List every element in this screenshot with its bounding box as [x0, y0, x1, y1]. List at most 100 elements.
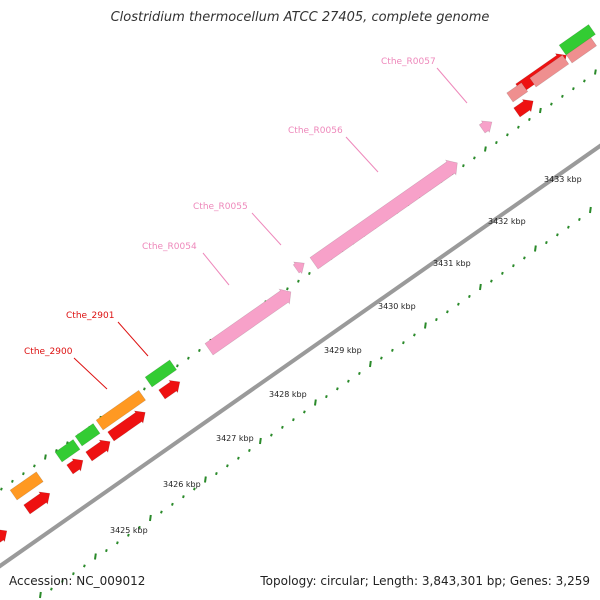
- gene-label-leader: [117, 321, 149, 357]
- track-dot: [143, 387, 146, 391]
- scale-tick-mark: [424, 322, 427, 329]
- track-dot: [286, 287, 289, 291]
- scale-tick-mark: [479, 283, 482, 291]
- track-dot: [66, 441, 69, 445]
- scale-tick-mark: [270, 433, 273, 437]
- scale-tick-label: 3426 kbp: [163, 480, 201, 489]
- track-dot: [44, 454, 47, 460]
- accession-text: Accession: NC_009012: [9, 574, 146, 588]
- track-dot: [583, 79, 586, 83]
- scale-tick-mark: [314, 399, 317, 406]
- scale-tick-mark: [556, 233, 559, 237]
- scale-tick-mark: [435, 317, 438, 322]
- track-dot: [33, 464, 36, 468]
- scale-tick-label: 3428 kbp: [269, 390, 307, 399]
- track-dot: [11, 479, 14, 483]
- track-dot: [484, 146, 487, 152]
- genome-backbone: [0, 143, 600, 569]
- scale-tick-mark: [358, 371, 361, 376]
- track-dot: [561, 94, 564, 98]
- scale-tick-label: 3432 kbp: [488, 217, 526, 226]
- scale-tick-mark: [105, 548, 108, 553]
- track-dot: [176, 364, 179, 368]
- track-dot: [187, 356, 190, 360]
- track-dot: [0, 487, 3, 491]
- scale-tick-mark: [127, 533, 130, 537]
- scale-tick-mark: [149, 514, 152, 522]
- scale-tick-mark: [534, 245, 537, 252]
- rrna-feature: [204, 288, 292, 356]
- gene-label: Cthe_2900: [24, 347, 73, 357]
- scale-tick-label: 3425 kbp: [110, 526, 148, 535]
- gene-label: Cthe_R0056: [288, 126, 343, 136]
- scale-tick-mark: [303, 410, 306, 414]
- cds-feature-green: [558, 24, 596, 56]
- scale-tick-mark: [336, 387, 339, 391]
- genome-summary-text: Topology: circular; Length: 3,843,301 bp…: [260, 574, 590, 588]
- track-dot: [594, 69, 597, 75]
- track-dot: [495, 140, 498, 145]
- track-dot: [473, 156, 476, 160]
- track-dot: [308, 271, 311, 276]
- track-dot: [506, 133, 509, 137]
- track-dot: [517, 125, 520, 129]
- cds-feature-orange: [9, 471, 44, 501]
- scale-tick-mark: [138, 525, 141, 530]
- scale-tick-mark: [380, 356, 383, 360]
- scale-tick-mark: [413, 333, 416, 337]
- cds-feature-red: [158, 379, 181, 400]
- scale-tick-label: 3429 kbp: [324, 346, 362, 355]
- track-dot: [550, 102, 553, 106]
- cds-feature-pale: [529, 54, 570, 88]
- gene-label-leader: [73, 357, 108, 390]
- scale-tick-mark: [94, 553, 97, 560]
- track-dot: [462, 164, 465, 168]
- scale-tick-mark: [72, 572, 75, 576]
- scale-tick-mark: [512, 264, 515, 268]
- scale-tick-mark: [259, 437, 262, 445]
- cds-feature-red: [513, 99, 534, 118]
- scale-tick-mark: [39, 591, 42, 599]
- rrna-feature: [292, 261, 305, 275]
- track-dot: [22, 472, 25, 476]
- scale-tick-mark: [204, 476, 207, 483]
- scale-tick-mark: [116, 541, 119, 545]
- scale-tick-mark: [325, 394, 328, 399]
- scale-tick-mark: [501, 271, 504, 275]
- scale-tick-mark: [237, 456, 240, 460]
- cds-feature-green: [54, 439, 81, 463]
- scale-tick-mark: [50, 587, 53, 591]
- scale-tick-mark: [369, 360, 372, 368]
- scale-tick-mark: [171, 502, 174, 506]
- cds-feature-green: [74, 423, 101, 447]
- cds-feature-red: [23, 491, 51, 515]
- gene-label-leader: [251, 212, 282, 246]
- cds-feature-pale: [506, 82, 529, 103]
- gene-label-leader: [436, 67, 468, 104]
- cds-feature-green: [144, 359, 177, 388]
- scale-tick-mark: [567, 225, 570, 229]
- scale-tick-mark: [589, 206, 592, 214]
- scale-tick-mark: [193, 487, 196, 491]
- scale-tick-mark: [545, 240, 548, 245]
- scale-tick-mark: [281, 425, 284, 429]
- track-dot: [528, 117, 531, 122]
- cds-feature-red: [66, 458, 84, 475]
- cds-feature-red: [85, 439, 111, 462]
- scale-tick-label: 3431 kbp: [433, 259, 471, 268]
- track-dot: [572, 87, 575, 91]
- gene-label: Cthe_R0055: [193, 202, 248, 212]
- gene-label-leader: [345, 136, 379, 173]
- scale-tick-mark: [490, 279, 493, 283]
- scale-tick-mark: [347, 379, 350, 383]
- track-dot: [539, 107, 542, 114]
- scale-tick-label: 3430 kbp: [378, 302, 416, 311]
- scale-tick-mark: [446, 310, 449, 314]
- scale-tick-label: 3427 kbp: [216, 434, 254, 443]
- scale-tick-mark: [402, 341, 405, 345]
- gene-label: Cthe_R0057: [381, 57, 436, 67]
- scale-tick-mark: [292, 418, 295, 422]
- map-title: Clostridium thermocellum ATCC 27405, com…: [110, 10, 490, 25]
- cds-feature-red: [0, 529, 8, 543]
